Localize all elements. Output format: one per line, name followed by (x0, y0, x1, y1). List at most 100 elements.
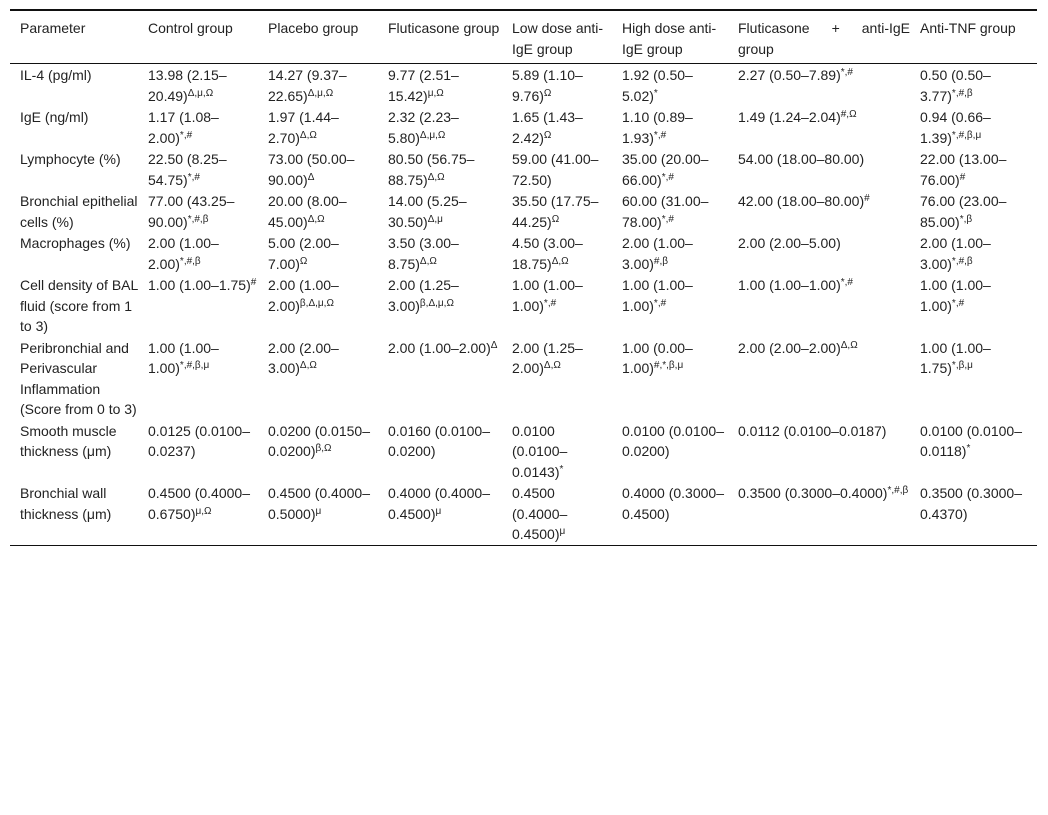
significance-marks: Δ,Ω (419, 255, 437, 267)
value-text: 2.00 (2.00–2.00) (738, 339, 841, 356)
table-row: Lymphocyte (%) 22.50 (8.25–54.75) *,# 73.00… (10, 148, 1037, 190)
significance-marks: #,Ω (840, 109, 857, 120)
significance-marks: # (250, 277, 257, 288)
value-text: 14.27 (9.37–22.65) (268, 67, 347, 104)
value-text: 0.50 (0.50–3.77) (920, 67, 991, 104)
value-cell: 77.00 (43.25–90.00)*,#,β (148, 190, 268, 232)
value-text: 0.3500 (0.3000–0.4370) (920, 485, 1022, 522)
value-text: 2.00 (1.25–3.00) (388, 277, 459, 314)
value-cell: 0.0112 (0.0100–0.0187) (738, 420, 920, 483)
value-text: 77.00 (43.25–90.00) (148, 193, 235, 230)
table-row: Bronchial wall thickness (μm) 0.4500 (0.4… (10, 482, 1037, 545)
value-text: 2.27 (0.50–7.89) (738, 67, 841, 83)
value-text: 42.00 (18.00–80.00) (738, 193, 865, 209)
parameter-cell: Cell density of BAL fluid (score from 1 … (20, 277, 138, 334)
value-cell: 1.00 (0.00–1.00)#,*,β,μ (622, 337, 738, 420)
significance-marks: μ,Ω (427, 87, 444, 99)
significance-marks: Δ,μ (427, 213, 443, 225)
significance-marks: Ω (551, 213, 560, 225)
significance-marks: *,# (543, 297, 557, 309)
value-cell: 0.0100 (0.0100–0.0200) (622, 420, 738, 483)
header-fluticasone-anti-ige: Fluticasone + anti-IgE group (738, 20, 910, 57)
significance-marks: Δ,Ω (551, 255, 569, 267)
value-text: 73.00 (50.00–90.00) (268, 151, 355, 188)
value-text: 80.50 (56.75–88.75) (388, 151, 475, 188)
significance-marks: *,β,μ (951, 360, 973, 371)
significance-marks: *,# (653, 129, 667, 141)
header-fluticasone: Fluticasone group (388, 20, 500, 36)
value-cell: 2.00 (1.00–2.00)Δ (388, 337, 512, 420)
value-text: 1.97 (1.44–2.70) (268, 109, 339, 146)
significance-marks: *,#,β (951, 255, 973, 267)
significance-marks: Δ,μ,Ω (419, 129, 446, 141)
value-text: 2.00 (2.00–5.00) (738, 235, 841, 251)
header-placebo: Placebo group (268, 20, 359, 36)
parameter-cell: Bronchial epithelial cells (%) (20, 193, 138, 230)
value-text: 1.00 (1.00–1.00) (622, 277, 693, 314)
significance-marks: μ (559, 526, 566, 537)
table-row: Bronchial epithelial cells (%) 77.00 (43.… (10, 190, 1037, 232)
value-text: 2.00 (1.00–3.00) (920, 235, 991, 272)
significance-marks: Δ,Ω (299, 129, 317, 141)
significance-marks: β,Δ,μ,Ω (299, 297, 334, 309)
value-cell: 1.00 (1.00–1.00)*,# (738, 274, 920, 337)
significance-marks: Δ,μ,Ω (187, 87, 214, 99)
value-text: 14.00 (5.25–30.50) (388, 193, 467, 230)
significance-marks: *,# (653, 297, 667, 309)
parameter-cell: IL-4 (pg/ml) (20, 67, 92, 83)
value-text: 0.4500 (0.4000–0.6750) (148, 485, 250, 522)
significance-marks: *,# (179, 129, 193, 141)
significance-marks: *,#,β (887, 485, 909, 496)
value-text: 1.92 (0.50–5.02) (622, 67, 693, 104)
significance-marks: *,# (840, 277, 853, 288)
value-cell: 1.97 (1.44–2.70)Δ,Ω (268, 106, 388, 148)
header-control: Control group (148, 20, 233, 36)
value-text: 4.50 (3.00–18.75) (512, 235, 583, 272)
significance-marks: * (653, 87, 658, 99)
header-anti-tnf: Anti-TNF group (920, 20, 1016, 36)
value-text: 20.00 (8.00–45.00) (268, 193, 347, 230)
value-text: 0.4500 (0.4000–0.4500) (512, 485, 568, 542)
value-cell: 42.00 (18.00–80.00)# (738, 190, 920, 232)
value-cell: 0.0100 (0.0100–0.0118)* (920, 420, 1037, 483)
significance-marks: *,# (661, 171, 674, 183)
value-cell: 2.00 (1.00–3.00)*,#,β (920, 232, 1037, 274)
value-text: 1.00 (1.00–1.75) (148, 277, 251, 293)
value-cell: 1.00 (1.00–1.75)# (148, 274, 268, 337)
value-text: 22.00 (13.00–76.00) (920, 151, 1007, 188)
table-row: Peribronchial and Perivascular Inflammat… (10, 337, 1037, 420)
value-text: 2.00 (1.00–3.00) (622, 235, 693, 272)
value-text: 2.00 (1.00–2.00) (388, 339, 491, 356)
value-text: 59.00 (41.00–72.50) (512, 151, 599, 188)
significance-marks: * (559, 463, 564, 475)
value-text: 60.00 (31.00–78.00) (622, 193, 709, 230)
value-cell: 14.00 (5.25–30.50)Δ,μ (388, 190, 512, 232)
value-cell: 35.50 (17.75–44.25)Ω (512, 190, 622, 232)
significance-marks: Δ,Ω (840, 339, 858, 351)
value-text: 22.50 (8.25–54.75) (148, 151, 227, 188)
significance-marks: #,*,β,μ (653, 360, 684, 371)
table-row: IL-4 (pg/ml) 13.98 (2.15–20.49)Δ,μ,Ω 14.27… (10, 64, 1037, 107)
value-cell: 2.00 (1.25–2.00)Δ,Ω (512, 337, 622, 420)
value-cell: 0.4000 (0.3000–0.4500) (622, 482, 738, 545)
table-row: IgE (ng/ml) 1.17 (1.08–2.00)*,# 1.97 (1.44… (10, 106, 1037, 148)
value-cell: 1.17 (1.08–2.00)*,# (148, 106, 268, 148)
value-cell: 2.32 (2.23–5.80)Δ,μ,Ω (388, 106, 512, 148)
significance-marks: *,β (959, 213, 973, 225)
significance-marks: *,# (840, 67, 853, 78)
value-cell: 0.0100 (0.0100–0.0143)* (512, 420, 622, 483)
significance-marks: # (959, 171, 966, 183)
value-cell: 80.50 (56.75–88.75)Δ,Ω (388, 148, 512, 190)
value-cell: 1.00 (1.00–1.00)*,# (512, 274, 622, 337)
value-cell: 22.00 (13.00–76.00)# (920, 148, 1037, 190)
parameter-cell: Peribronchial and Perivascular Inflammat… (20, 339, 137, 418)
value-cell: 1.92 (0.50–5.02)* (622, 64, 738, 107)
value-cell: 35.00 (20.00–66.00)*,# (622, 148, 738, 190)
value-cell: 1.00 (1.00–1.00)*,# (920, 274, 1037, 337)
significance-marks: Ω (543, 87, 552, 99)
value-text: 0.0160 (0.0100–0.0200) (388, 422, 490, 460)
parameter-cell: Lymphocyte (%) (20, 151, 121, 167)
value-text: 2.00 (1.00–2.00) (268, 277, 339, 314)
value-text: 0.0200 (0.0150–0.0200) (268, 422, 370, 460)
parameter-cell: Bronchial wall thickness (μm) (20, 485, 112, 522)
